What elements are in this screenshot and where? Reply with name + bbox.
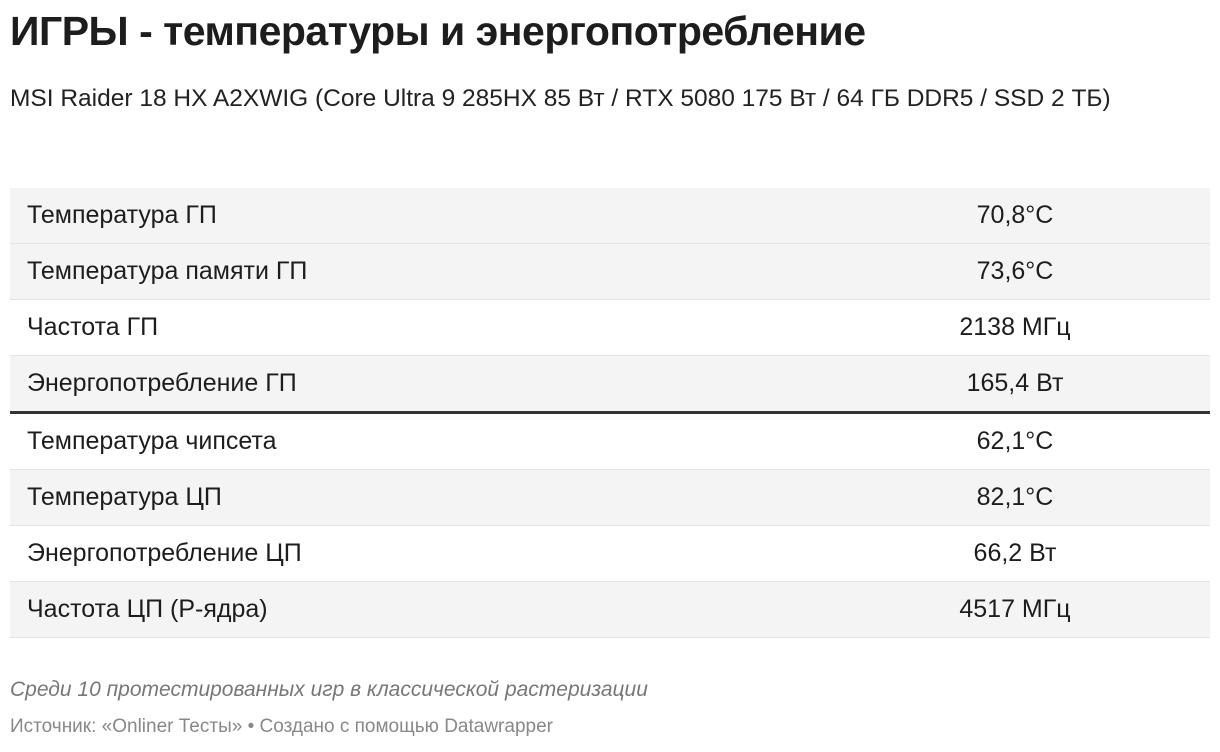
row-label: Температура ГП (10, 188, 820, 244)
table-row: Температура ЦП 82,1°C (10, 469, 1210, 526)
row-label: Температура памяти ГП (10, 243, 820, 300)
row-label: Температура чипсета (10, 412, 820, 470)
table-row: Частота ГП 2138 МГц (10, 299, 1210, 356)
subtitle: MSI Raider 18 HX A2XWIG (Core Ultra 9 28… (10, 85, 1111, 112)
row-label: Частота ГП (10, 299, 820, 356)
row-label: Энергопотребление ЦП (10, 525, 820, 582)
row-label: Температура ЦП (10, 469, 820, 526)
row-value: 82,1°C (820, 469, 1210, 526)
table-row: Частота ЦП (P-ядра) 4517 МГц (10, 581, 1210, 638)
data-table: Температура ГП 70,8°C Температура памяти Г… (10, 188, 1210, 638)
row-value: 73,6°C (820, 243, 1210, 300)
row-label: Частота ЦП (P-ядра) (10, 581, 820, 638)
row-label: Энергопотребление ГП (10, 355, 820, 414)
table-row: Температура чипсета 62,1°C (10, 412, 1210, 470)
row-value: 66,2 Вт (820, 525, 1210, 582)
table-row: Энергопотребление ЦП 66,2 Вт (10, 525, 1210, 582)
notes: Среди 10 протестированных игр в классиче… (10, 678, 648, 701)
row-value: 70,8°C (820, 188, 1210, 244)
row-value: 4517 МГц (820, 581, 1210, 638)
table-row: Температура памяти ГП 73,6°C (10, 243, 1210, 300)
row-value: 165,4 Вт (820, 355, 1210, 414)
footer: Источник: «Onliner Тесты» • Создано с по… (10, 716, 553, 737)
title: ИГРЫ - температуры и энергопотребление (10, 8, 866, 54)
table-row: Энергопотребление ГП 165,4 Вт (10, 355, 1210, 414)
row-value: 2138 МГц (820, 299, 1210, 356)
row-value: 62,1°C (820, 412, 1210, 470)
table-row: Температура ГП 70,8°C (10, 188, 1210, 244)
